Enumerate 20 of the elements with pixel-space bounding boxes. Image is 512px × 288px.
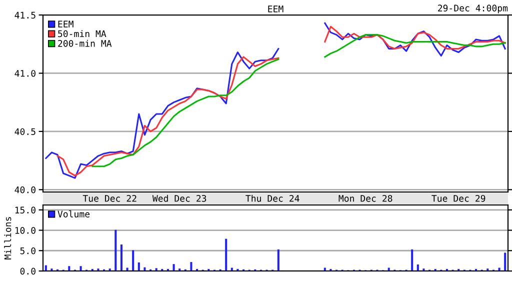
y-tick-label: 41.5: [14, 12, 36, 19]
y-tick-label: 40.5: [14, 128, 36, 136]
x-tick-label: Wed Dec 23: [152, 194, 206, 202]
text: 29-Dec 4:00pm: [438, 4, 508, 14]
legend-label: 200-min MA: [58, 40, 112, 47]
y-tick-label: 15.0: [15, 206, 36, 214]
y-tick-label: 0.0: [20, 268, 36, 275]
x-tick-label: Tue Dec 29: [432, 194, 486, 202]
y-axis-title: Millions: [4, 217, 12, 260]
y-tick-label: 41.0: [14, 70, 36, 77]
x-tick-label: Thu Dec 24: [246, 194, 300, 202]
y-tick-label: 10.0: [15, 227, 36, 234]
legend-label: Volume: [58, 210, 90, 218]
legend-label: 50-min MA: [58, 30, 106, 38]
y-tick-label: 5.0: [20, 247, 36, 254]
y-tick-label: 40.0: [14, 186, 36, 194]
chart-title: EEM: [268, 6, 284, 12]
legend-label: EEM: [58, 20, 74, 28]
x-tick-label: Mon Dec 28: [338, 194, 392, 202]
x-tick-label: Tue Dec 22: [82, 194, 136, 202]
